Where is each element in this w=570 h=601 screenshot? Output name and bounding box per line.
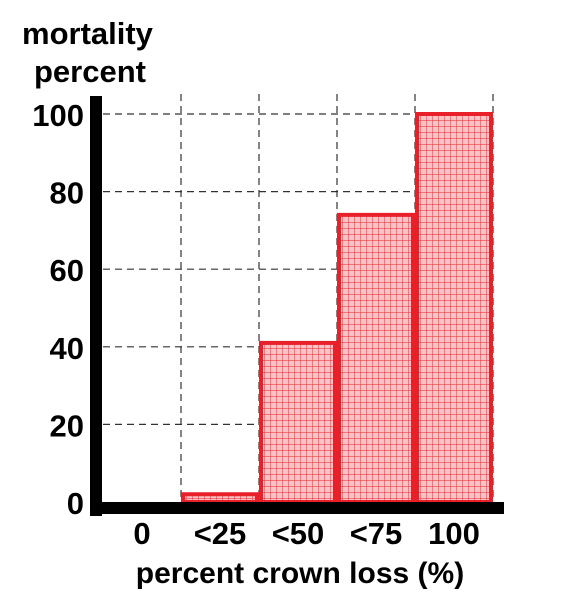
bar-1 — [181, 492, 259, 504]
y-axis-label-line-2: percent — [34, 54, 146, 89]
y-tick-label-3: 60 — [50, 253, 84, 288]
x-tick-label-4: 100 — [428, 516, 480, 551]
y-tick-label-1: 20 — [50, 408, 84, 443]
x-tick-label-2: <50 — [272, 516, 325, 551]
y-tick-labels: 0 20 40 60 80 100 — [32, 98, 84, 521]
x-tick-label-1: <25 — [194, 516, 247, 551]
bar-3 — [337, 212, 415, 504]
x-axis-line — [90, 502, 504, 514]
y-tick-label-4: 80 — [50, 176, 84, 211]
x-axis-title: percent crown loss (%) — [136, 557, 464, 590]
y-tick-label-2: 40 — [50, 331, 84, 366]
x-tick-label-0: 0 — [133, 516, 150, 551]
y-axis-label-line-1: mortality — [22, 16, 154, 51]
bar-2 — [259, 340, 337, 505]
bar-4 — [415, 112, 493, 504]
x-tick-label-3: <75 — [350, 516, 403, 551]
y-tick-label-5: 100 — [32, 98, 84, 133]
x-tick-labels: 0 <25 <50 <75 100 — [133, 516, 479, 551]
y-axis-line — [90, 96, 102, 516]
y-tick-label-0: 0 — [67, 486, 84, 521]
